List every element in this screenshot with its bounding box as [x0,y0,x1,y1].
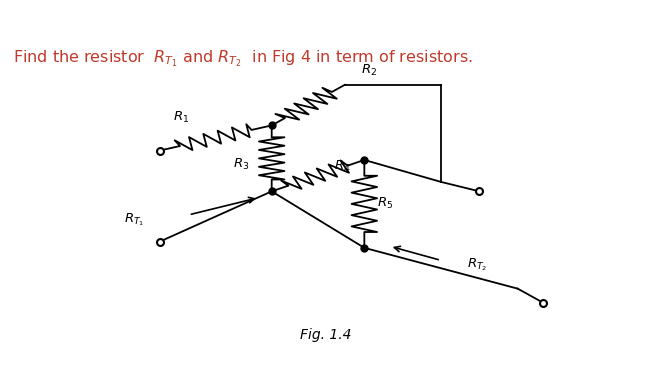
Text: Find the resistor  $R_{T_1}$ and $R_{T_2}$  in Fig 4 in term of resistors.: Find the resistor $R_{T_1}$ and $R_{T_2}… [13,49,473,69]
Text: $R_1$: $R_1$ [173,110,188,126]
Text: $R_5$: $R_5$ [377,196,393,211]
Text: $R_4$: $R_4$ [334,159,351,174]
Text: $R_{T_1}$: $R_{T_1}$ [124,211,145,228]
Text: $R_{T_2}$: $R_{T_2}$ [467,257,487,273]
Text: $R_2$: $R_2$ [361,63,378,78]
Text: $R_3$: $R_3$ [233,157,249,172]
Text: Fig. 1.4: Fig. 1.4 [301,328,351,342]
